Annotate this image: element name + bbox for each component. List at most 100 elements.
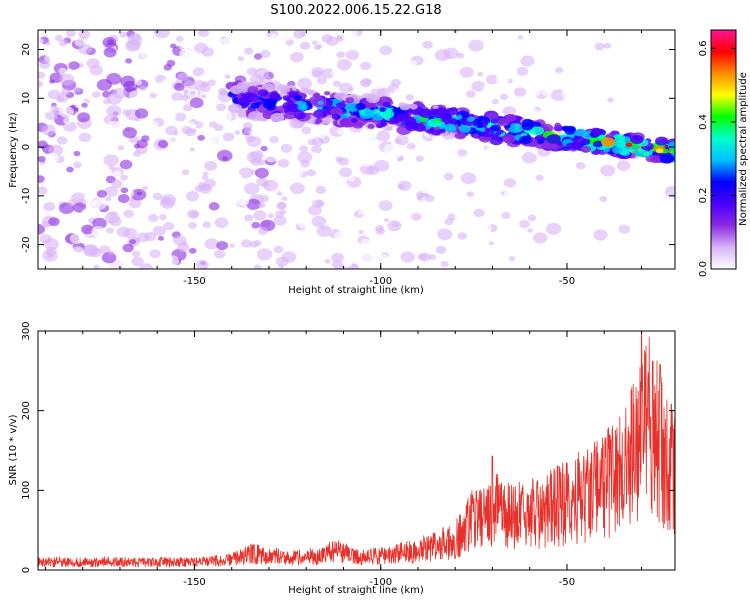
spectrogram-cell <box>331 260 344 269</box>
spectrogram-cell <box>132 150 142 157</box>
spectrogram-cell <box>222 156 228 161</box>
spectrogram-ridge-cell <box>478 127 486 132</box>
spectrogram-cell <box>369 78 385 90</box>
spectrogram-cell <box>106 120 122 133</box>
spectrogram-ridge-cell <box>320 117 331 125</box>
spectrogram-cell <box>358 210 364 216</box>
spectrogram-cell <box>311 40 318 46</box>
spectrogram-cell <box>316 44 323 49</box>
spectrogram-ridge-cell <box>317 100 324 105</box>
spectrogram-cell <box>293 30 305 39</box>
spectrogram-cell <box>157 235 165 241</box>
spectrogram-cell <box>527 214 537 222</box>
spectrogram-cell <box>578 264 586 269</box>
spectrogram-cell <box>131 250 141 258</box>
spectrogram-cell <box>575 161 586 170</box>
spectrogram-cell <box>68 61 80 70</box>
spectrogram-cell <box>514 185 522 192</box>
spectrogram-cell <box>127 34 143 46</box>
spectrogram-cell <box>483 214 493 222</box>
snr-y-tick-label: 200 <box>21 401 32 420</box>
spectrogram-cell <box>363 127 379 139</box>
colorbar-tick-label: 0.0 <box>698 261 709 277</box>
spectrogram-ridge-cell <box>519 135 532 145</box>
spectrogram-cell <box>48 217 60 226</box>
spectrogram-ridge-cell <box>490 118 499 124</box>
spectrogram-cell <box>273 245 284 254</box>
spectrogram-cell <box>211 193 224 204</box>
spectrogram-ridge-cell <box>572 136 586 146</box>
spectrogram-cell <box>453 30 459 33</box>
spectrogram-ridge-cell <box>300 92 307 97</box>
spectrogram-ridge-cell <box>473 118 481 124</box>
spectrogram-cell <box>48 265 58 269</box>
spectrogram-ridge-cell <box>379 107 386 112</box>
spectrogram-cell <box>173 235 187 246</box>
spectrogram-cell <box>157 140 169 149</box>
spectrogram-cell <box>375 224 384 232</box>
spectrogram-cell <box>188 247 197 254</box>
snr-y-tick-label: 300 <box>21 321 32 340</box>
spectrogram-cell <box>337 182 350 193</box>
spectrogram-ridge-cell <box>286 103 296 110</box>
spectrogram-cell <box>269 33 279 41</box>
spectrogram-cell <box>45 41 51 46</box>
spectrogram-cell <box>159 155 170 164</box>
spectrogram-cell <box>449 223 458 230</box>
spectrogram-cell <box>224 264 236 269</box>
colorbar-tick-label: 0.2 <box>698 188 709 204</box>
spectrogram-cell <box>170 146 183 156</box>
spectrogram-cell <box>44 54 56 63</box>
spectrogram-cell <box>443 172 454 181</box>
snr-series-line <box>38 331 675 568</box>
spectrogram-ridge-cell <box>293 95 303 101</box>
spectrogram-cell <box>122 127 137 139</box>
spectrogram-cell <box>133 143 141 149</box>
spectrogram-ridge-cell <box>399 102 411 111</box>
spectrogram-cell <box>488 44 499 53</box>
spectrogram-cell <box>281 196 288 201</box>
spectrogram-cell <box>499 93 509 100</box>
spectrogram-cell <box>584 232 594 240</box>
spectrogram-ridge-cell <box>434 118 441 123</box>
spectrogram-cell <box>228 192 237 199</box>
spectrogram-cell <box>260 145 268 152</box>
spectrogram-cell <box>440 189 455 201</box>
spectrogram-cell <box>311 166 318 171</box>
spectrogram-cell <box>201 47 215 57</box>
spectrogram-cell <box>254 67 270 80</box>
spectrogram-cell <box>403 30 413 37</box>
spectrogram-cell <box>251 221 261 229</box>
spectrogram-cell <box>336 34 344 40</box>
spectrogram-cell <box>108 165 115 171</box>
spectrogram-cell <box>171 92 184 102</box>
spectrogram-cell <box>58 105 74 118</box>
spectrogram-cell <box>338 157 350 166</box>
spectrogram-cell <box>54 34 63 42</box>
spectrogram-cell <box>569 215 582 225</box>
spectrogram-cell <box>648 37 660 46</box>
spectrogram-cell <box>289 51 304 63</box>
spectrogram-cell <box>419 252 431 262</box>
spectrogram-cell <box>264 150 280 163</box>
spectrogram-cell <box>649 228 656 234</box>
spectrogram-cell <box>589 198 603 209</box>
spectrogram-cell <box>81 207 94 218</box>
spectrogram-cell <box>123 209 135 218</box>
spectrogram-cell <box>535 174 544 181</box>
spectrogram-cell <box>495 73 510 85</box>
spectrogram-ridge-cell <box>228 103 243 114</box>
spectrogram-ridge-cell <box>603 147 610 153</box>
spectrogram-cell <box>299 145 309 153</box>
spectrogram-cell <box>187 221 198 229</box>
snr-y-tick-label: 0 <box>21 567 32 573</box>
spectrogram-cell <box>56 136 68 145</box>
spectrogram-cell <box>213 249 226 259</box>
spectrogram-cell <box>253 264 262 269</box>
spectrogram-cell <box>470 225 487 238</box>
spectrogram-ridge-cell <box>655 136 669 146</box>
spectrogram-cell <box>195 259 209 269</box>
spectrogram-cell <box>542 156 552 164</box>
spectrogram-cell <box>500 204 509 212</box>
spectrogram-cell <box>201 184 211 192</box>
